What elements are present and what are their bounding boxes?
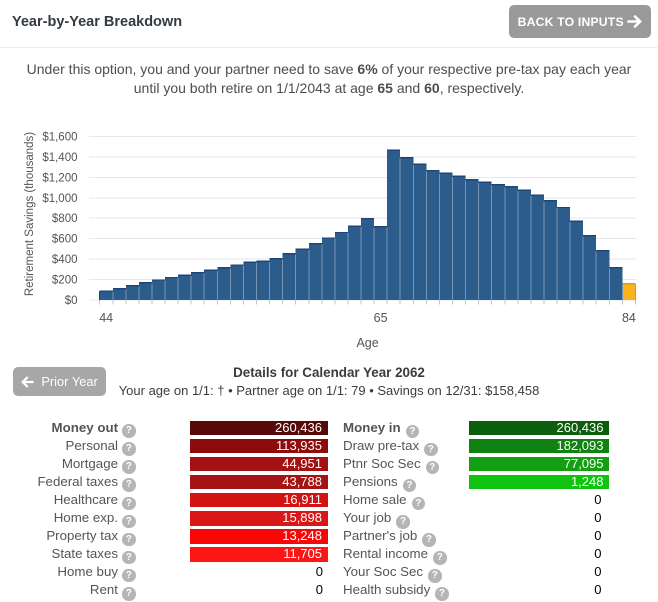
svg-text:44: 44 [99, 311, 113, 325]
svg-text:$800: $800 [52, 213, 78, 225]
svg-text:$600: $600 [52, 234, 78, 246]
svg-text:$1,200: $1,200 [42, 172, 77, 184]
svg-text:$1,600: $1,600 [42, 131, 77, 143]
svg-text:$0: $0 [65, 295, 78, 307]
svg-text:$1,400: $1,400 [42, 152, 77, 164]
svg-text:Age: Age [356, 336, 378, 350]
svg-text:Retirement Savings (thousands): Retirement Savings (thousands) [24, 132, 36, 296]
svg-text:$200: $200 [52, 275, 78, 287]
svg-text:$1,000: $1,000 [42, 193, 77, 205]
svg-text:$400: $400 [52, 254, 78, 266]
svg-text:65: 65 [374, 311, 388, 325]
svg-text:84: 84 [622, 311, 636, 325]
